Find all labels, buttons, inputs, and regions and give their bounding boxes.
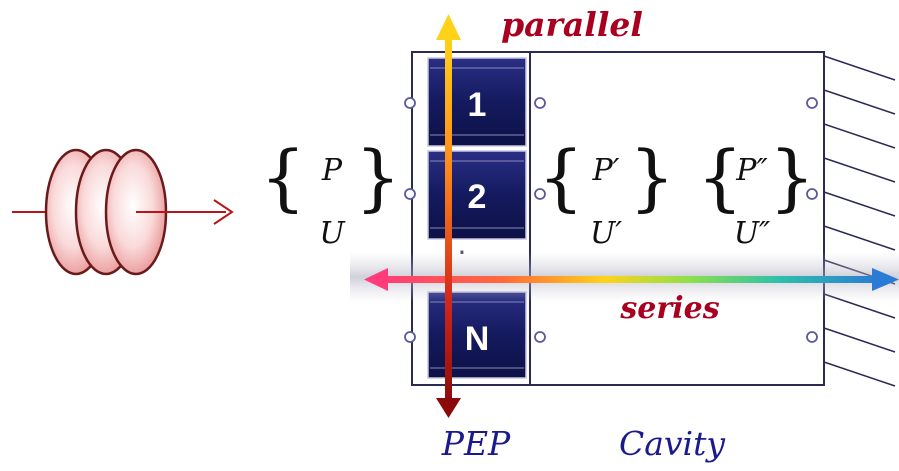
- cavity-vector-bottom: U″: [734, 216, 771, 251]
- input-beam: [12, 148, 234, 276]
- port-right-n: [806, 331, 818, 343]
- pep-caption: PEP: [441, 424, 511, 463]
- input-vector-top: P: [321, 153, 343, 188]
- cell-2-label: 2: [468, 178, 487, 216]
- cavity-right-brace: }: [769, 135, 815, 219]
- cavity-output-vector: { P″ U″ }: [697, 135, 815, 251]
- cavity-mirror-hatching: [823, 55, 896, 387]
- pep-vector-bottom: U′: [590, 216, 622, 251]
- port-mid-2: [534, 188, 546, 200]
- port-right-1: [806, 97, 818, 109]
- pep-right-brace: }: [629, 135, 675, 219]
- input-vector-bottom: U: [319, 216, 346, 251]
- pep-left-brace: {: [538, 135, 584, 219]
- parallel-arrow-shaft: [445, 38, 452, 406]
- port-circles: [404, 97, 818, 343]
- output-beam-arrowhead: [213, 199, 234, 225]
- input-vector: { P U }: [260, 135, 401, 251]
- parallel-arrow-top-head: [436, 14, 461, 40]
- parallel-arrow: [436, 14, 461, 418]
- cell-n: N: [427, 291, 527, 379]
- series-arrow-left-head: [364, 268, 388, 291]
- cavity-caption: Cavity: [619, 424, 725, 463]
- cell-2: 2: [427, 150, 527, 240]
- pep-cells: 1 2 · N: [427, 57, 527, 379]
- cell-1-label: 1: [468, 86, 487, 124]
- pep-vector-top: P′: [592, 153, 620, 188]
- cavity-left-brace: {: [697, 135, 743, 219]
- port-right-2: [806, 188, 818, 200]
- parallel-label: parallel: [501, 5, 643, 44]
- port-left-2: [404, 188, 416, 200]
- series-arrow: [364, 268, 899, 291]
- series-label: series: [619, 291, 719, 326]
- input-left-brace: {: [260, 135, 306, 219]
- series-arrow-shaft: [380, 276, 878, 283]
- parallel-arrow-bottom-head: [436, 398, 461, 418]
- port-mid-1: [534, 97, 546, 109]
- cavity-vector-top: P″: [735, 153, 768, 188]
- port-mid-n: [534, 331, 546, 343]
- cell-1: 1: [427, 57, 527, 147]
- port-left-n: [404, 331, 416, 343]
- pep-output-vector: { P′ U′ }: [538, 135, 675, 251]
- series-arrow-right-head: [872, 268, 899, 291]
- cell-n-label: N: [465, 320, 490, 358]
- input-right-brace: }: [355, 135, 401, 219]
- port-left-1: [404, 97, 416, 109]
